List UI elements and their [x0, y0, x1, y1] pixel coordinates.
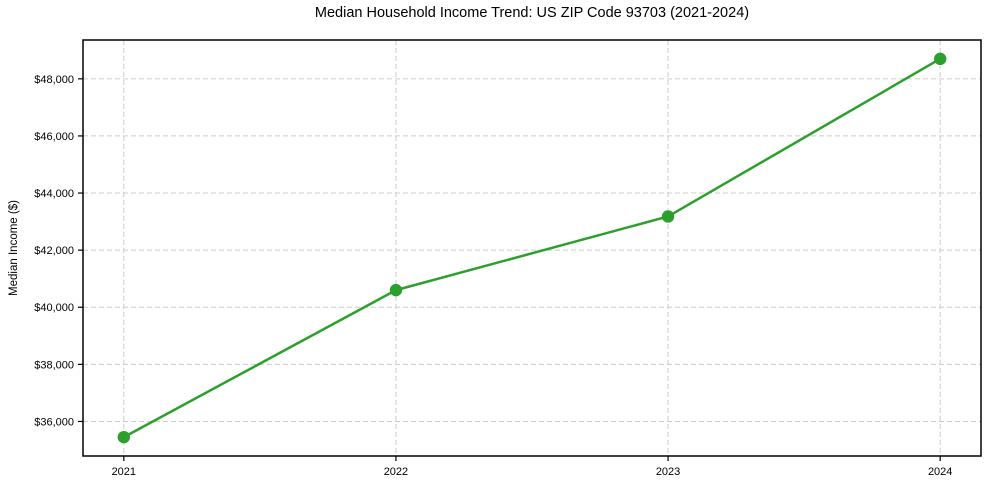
y-tick-label: $46,000: [34, 131, 74, 143]
y-tick-label: $36,000: [34, 416, 74, 428]
y-tick-label: $40,000: [34, 302, 74, 314]
data-point: [933, 52, 947, 66]
x-tick-label: 2022: [384, 466, 408, 478]
data-point: [117, 430, 131, 444]
x-tick-label: 2021: [112, 466, 136, 478]
axes-spines: [82, 39, 982, 457]
chart-title: Median Household Income Trend: US ZIP Co…: [314, 5, 750, 21]
x-tick-label: 2024: [928, 466, 952, 478]
y-tick-label: $38,000: [34, 359, 74, 371]
y-tick-label: $44,000: [34, 188, 74, 200]
data-line: [122, 57, 942, 439]
y-tick-label: $42,000: [34, 245, 74, 257]
data-point: [661, 210, 675, 223]
data-point: [389, 283, 403, 297]
y-tick-label: $48,000: [34, 74, 74, 86]
x-tick-label: 2023: [656, 466, 680, 478]
